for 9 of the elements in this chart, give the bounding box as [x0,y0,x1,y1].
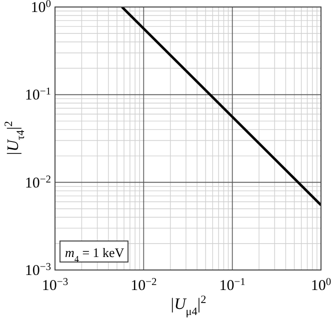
x-axis-title: |U$_{μ4}$|$^{2}$ [170,294,206,318]
x-tick-label: 10$^{−1}$ [219,276,246,294]
x-tick-label: 10$^{0}$ [310,276,332,294]
y-tick-label: 10$^{−1}$ [24,86,51,104]
y-tick-label: 10$^{−3}$ [24,262,51,279]
y-tick-label: 10$^{−2}$ [24,174,51,192]
annotation: m$_{4}$ = 1 keV [65,245,125,264]
x-tick-label: 10$^{−3}$ [42,276,68,294]
x-tick-label: 10$^{−2}$ [130,276,157,294]
